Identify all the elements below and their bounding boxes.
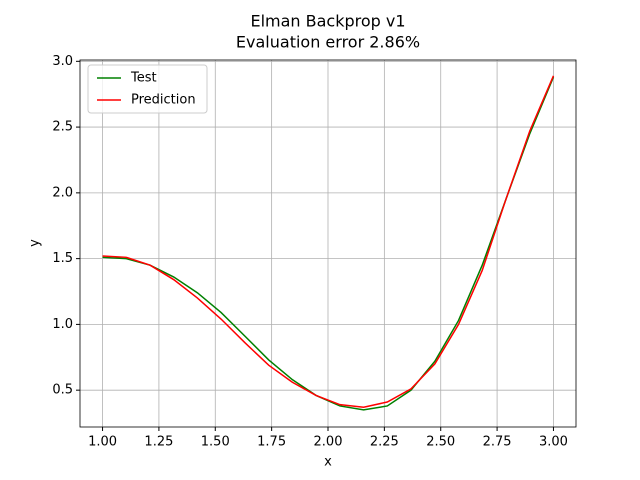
y-tick-label: 3.0 xyxy=(52,54,73,69)
x-tick-label: 2.50 xyxy=(426,435,455,450)
x-tick-label: 1.50 xyxy=(201,435,230,450)
legend-label: Test xyxy=(130,71,157,86)
y-tick-label: 0.5 xyxy=(52,383,73,398)
x-tick-label: 2.75 xyxy=(483,435,512,450)
legend-label: Prediction xyxy=(131,93,196,108)
legend-box xyxy=(87,64,208,114)
chart-title: Elman Backprop v1 xyxy=(250,12,405,31)
x-tick-label: 3.00 xyxy=(539,435,568,450)
y-tick-label: 2.5 xyxy=(52,120,73,135)
plot-frame xyxy=(79,59,577,428)
x-tick-label: 1.00 xyxy=(88,435,117,450)
y-tick-label: 1.5 xyxy=(52,251,73,266)
chart-subtitle: Evaluation error 2.86% xyxy=(236,33,420,52)
y-axis-label: y xyxy=(28,239,43,247)
x-axis-label: x xyxy=(324,455,332,470)
line-series xyxy=(102,75,555,409)
y-tick-label: 1.0 xyxy=(52,317,73,332)
y-tick-label: 2.0 xyxy=(52,185,73,200)
x-tick-label: 1.25 xyxy=(144,435,173,450)
x-tick-label: 2.00 xyxy=(314,435,343,450)
x-tick-label: 1.75 xyxy=(257,435,286,450)
x-tick-label: 2.25 xyxy=(370,435,399,450)
